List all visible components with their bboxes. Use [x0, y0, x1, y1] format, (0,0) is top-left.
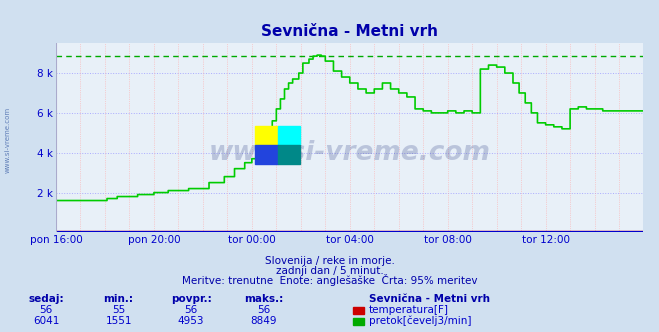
- Text: www.si-vreme.com: www.si-vreme.com: [5, 106, 11, 173]
- Bar: [256, 126, 277, 145]
- Text: www.si-vreme.com: www.si-vreme.com: [208, 140, 490, 166]
- Text: min.:: min.:: [103, 294, 134, 304]
- Text: 56: 56: [185, 305, 198, 315]
- Text: pretok[čevelj3/min]: pretok[čevelj3/min]: [369, 315, 472, 326]
- Text: zadnji dan / 5 minut.: zadnji dan / 5 minut.: [275, 266, 384, 276]
- Bar: [277, 145, 300, 164]
- Text: maks.:: maks.:: [244, 294, 283, 304]
- Text: temperatura[F]: temperatura[F]: [369, 305, 449, 315]
- Text: 55: 55: [112, 305, 125, 315]
- Text: Slovenija / reke in morje.: Slovenija / reke in morje.: [264, 256, 395, 266]
- Text: 6041: 6041: [33, 316, 59, 326]
- Text: 1551: 1551: [105, 316, 132, 326]
- Text: 4953: 4953: [178, 316, 204, 326]
- Text: 56: 56: [257, 305, 270, 315]
- Text: 8849: 8849: [250, 316, 277, 326]
- Bar: [277, 126, 300, 145]
- Title: Sevnična - Metni vrh: Sevnična - Metni vrh: [261, 24, 438, 39]
- Text: 56: 56: [40, 305, 53, 315]
- Text: povpr.:: povpr.:: [171, 294, 212, 304]
- Text: Meritve: trenutne  Enote: anglešaške  Črta: 95% meritev: Meritve: trenutne Enote: anglešaške Črta…: [182, 274, 477, 286]
- Text: Sevnična - Metni vrh: Sevnična - Metni vrh: [369, 294, 490, 304]
- Bar: [256, 145, 277, 164]
- Text: sedaj:: sedaj:: [28, 294, 64, 304]
